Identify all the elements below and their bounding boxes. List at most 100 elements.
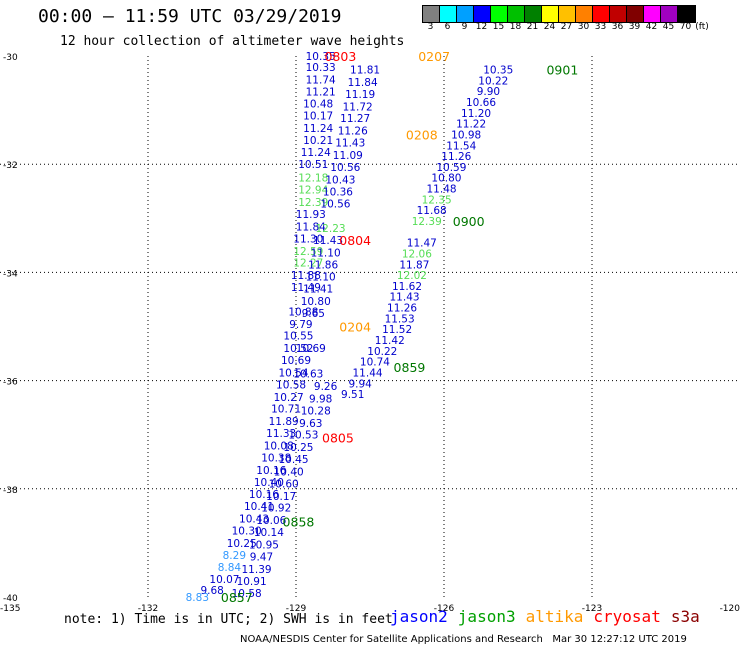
swh-point: 10.35 (483, 65, 513, 77)
legend-label-27: 27 (560, 22, 573, 32)
swh-point: 11.24 (303, 123, 333, 135)
color-scale-labels: 3 6 9 12 15 18 21 24 27 30 33 36 39 42 45 70 (ft) (422, 22, 740, 34)
swh-point: 9.51 (341, 389, 364, 401)
swh-point: 8.84 (218, 562, 242, 574)
satellite-jason2: jason2 (390, 607, 448, 626)
pass-time-label: 0208 (406, 127, 438, 142)
swh-point: 10.80 (301, 296, 331, 308)
swh-point: 9.90 (477, 86, 500, 98)
legend-label-45: 45 (662, 22, 675, 32)
legend-swatch-9 (457, 6, 474, 22)
swh-point: 11.87 (399, 259, 429, 271)
swh-point: 11.53 (385, 313, 415, 325)
legend-label-12: 12 (475, 22, 488, 32)
swh-point: 11.54 (446, 140, 476, 152)
swh-point: 11.09 (333, 150, 363, 162)
swh-point: 11.89 (269, 416, 299, 428)
swh-point: 10.06 (256, 515, 286, 527)
legend-swatch-3 (423, 6, 440, 22)
pass-time-label: 0805 (322, 430, 354, 445)
swh-point: 9.63 (299, 418, 322, 430)
pass-time-label: 0859 (394, 360, 426, 375)
swh-point: 10.91 (237, 576, 267, 588)
swh-point: 10.33 (306, 62, 336, 74)
swh-point: 10.92 (261, 503, 291, 515)
x-tick-label: -135 (0, 604, 20, 614)
swh-point: 10.56 (330, 162, 360, 174)
pass-time-label: 0857 (221, 590, 253, 605)
swh-point: 11.86 (308, 259, 338, 271)
x-tick-label: -120 (720, 604, 740, 614)
swh-point: 12.18 (298, 173, 328, 185)
legend-swatch-30 (576, 6, 593, 22)
legend-label-42: 42 (645, 22, 658, 32)
units-note: note: 1) Time is in UTC; 2) SWH is in fe… (64, 612, 393, 627)
swh-point: 12.59 (293, 246, 323, 258)
legend-label-39: 39 (628, 22, 641, 32)
legend-swatch-39 (627, 6, 644, 22)
swh-point: 10.63 (293, 369, 323, 381)
legend-label-30: 30 (577, 22, 590, 32)
swh-point: 10.17 (266, 491, 296, 503)
swh-point: 12.39 (298, 197, 328, 209)
satellite-cryosat: cryosat (593, 607, 661, 626)
swh-point: 11.10 (306, 272, 336, 284)
swh-point: 11.93 (296, 209, 326, 221)
color-scale-legend (422, 5, 696, 23)
legend-swatch-36 (610, 6, 627, 22)
swh-point: 11.20 (461, 108, 491, 120)
swh-point: 11.43 (390, 292, 420, 304)
pass-time-label: 0204 (339, 320, 371, 335)
pass-time-label: 0900 (453, 214, 485, 229)
swh-point: 10.69 (296, 343, 326, 355)
swh-point: 10.43 (239, 514, 269, 526)
swh-point: 11.26 (387, 303, 417, 315)
swh-point: 9.79 (289, 319, 312, 331)
legend-unit-label: (ft) (695, 22, 709, 32)
swh-point: 10.07 (209, 574, 239, 586)
swh-point: 9.68 (200, 585, 223, 597)
legend-swatch-12 (474, 6, 491, 22)
legend-label-6: 6 (444, 22, 451, 32)
swh-point: 8.29 (223, 550, 246, 562)
swh-point: 10.53 (288, 430, 318, 442)
swh-point: 11.43 (313, 235, 343, 247)
swh-point: 10.80 (431, 173, 461, 185)
swh-point: 10.22 (367, 346, 397, 358)
swh-point: 11.26 (338, 126, 368, 138)
swh-point: 10.55 (283, 331, 313, 343)
swh-point: 9.65 (302, 308, 325, 320)
satellite-altika: altika (525, 607, 584, 626)
y-tick-label: -40 (3, 594, 18, 604)
swh-point: 10.41 (244, 501, 274, 513)
swh-point: 11.39 (242, 564, 272, 576)
swh-point: 9.94 (348, 378, 372, 390)
swh-point: 10.95 (249, 540, 279, 552)
swh-point: 10.69 (281, 355, 311, 367)
swh-point: 11.41 (303, 284, 333, 296)
swh-point: 10.40 (274, 466, 304, 478)
chart-title: 00:00 – 11:59 UTC 03/29/2019 (38, 6, 342, 27)
swh-point: 10.30 (232, 525, 262, 537)
swh-point: 11.42 (375, 335, 405, 347)
legend-swatch-18 (508, 6, 525, 22)
swh-point: 10.16 (256, 465, 286, 477)
swh-point: 10.43 (325, 174, 355, 186)
swh-point: 10.98 (451, 129, 481, 141)
legend-swatch-6 (440, 6, 457, 22)
legend-label-24: 24 (543, 22, 556, 32)
legend-label-18: 18 (509, 22, 522, 32)
swh-point: 11.81 (350, 65, 380, 77)
legend-swatch-27 (559, 6, 576, 22)
legend-label-36: 36 (611, 22, 624, 32)
swh-point: 11.74 (306, 74, 336, 86)
swh-point: 10.35 (306, 51, 336, 63)
swh-point: 11.19 (345, 89, 375, 101)
pass-time-label: 0858 (283, 514, 315, 529)
swh-point: 11.88 (291, 270, 321, 282)
legend-label-33: 33 (594, 22, 607, 32)
legend-swatch-33 (593, 6, 610, 22)
swh-point: 11.72 (343, 101, 373, 113)
x-tick-label: -129 (286, 604, 307, 614)
